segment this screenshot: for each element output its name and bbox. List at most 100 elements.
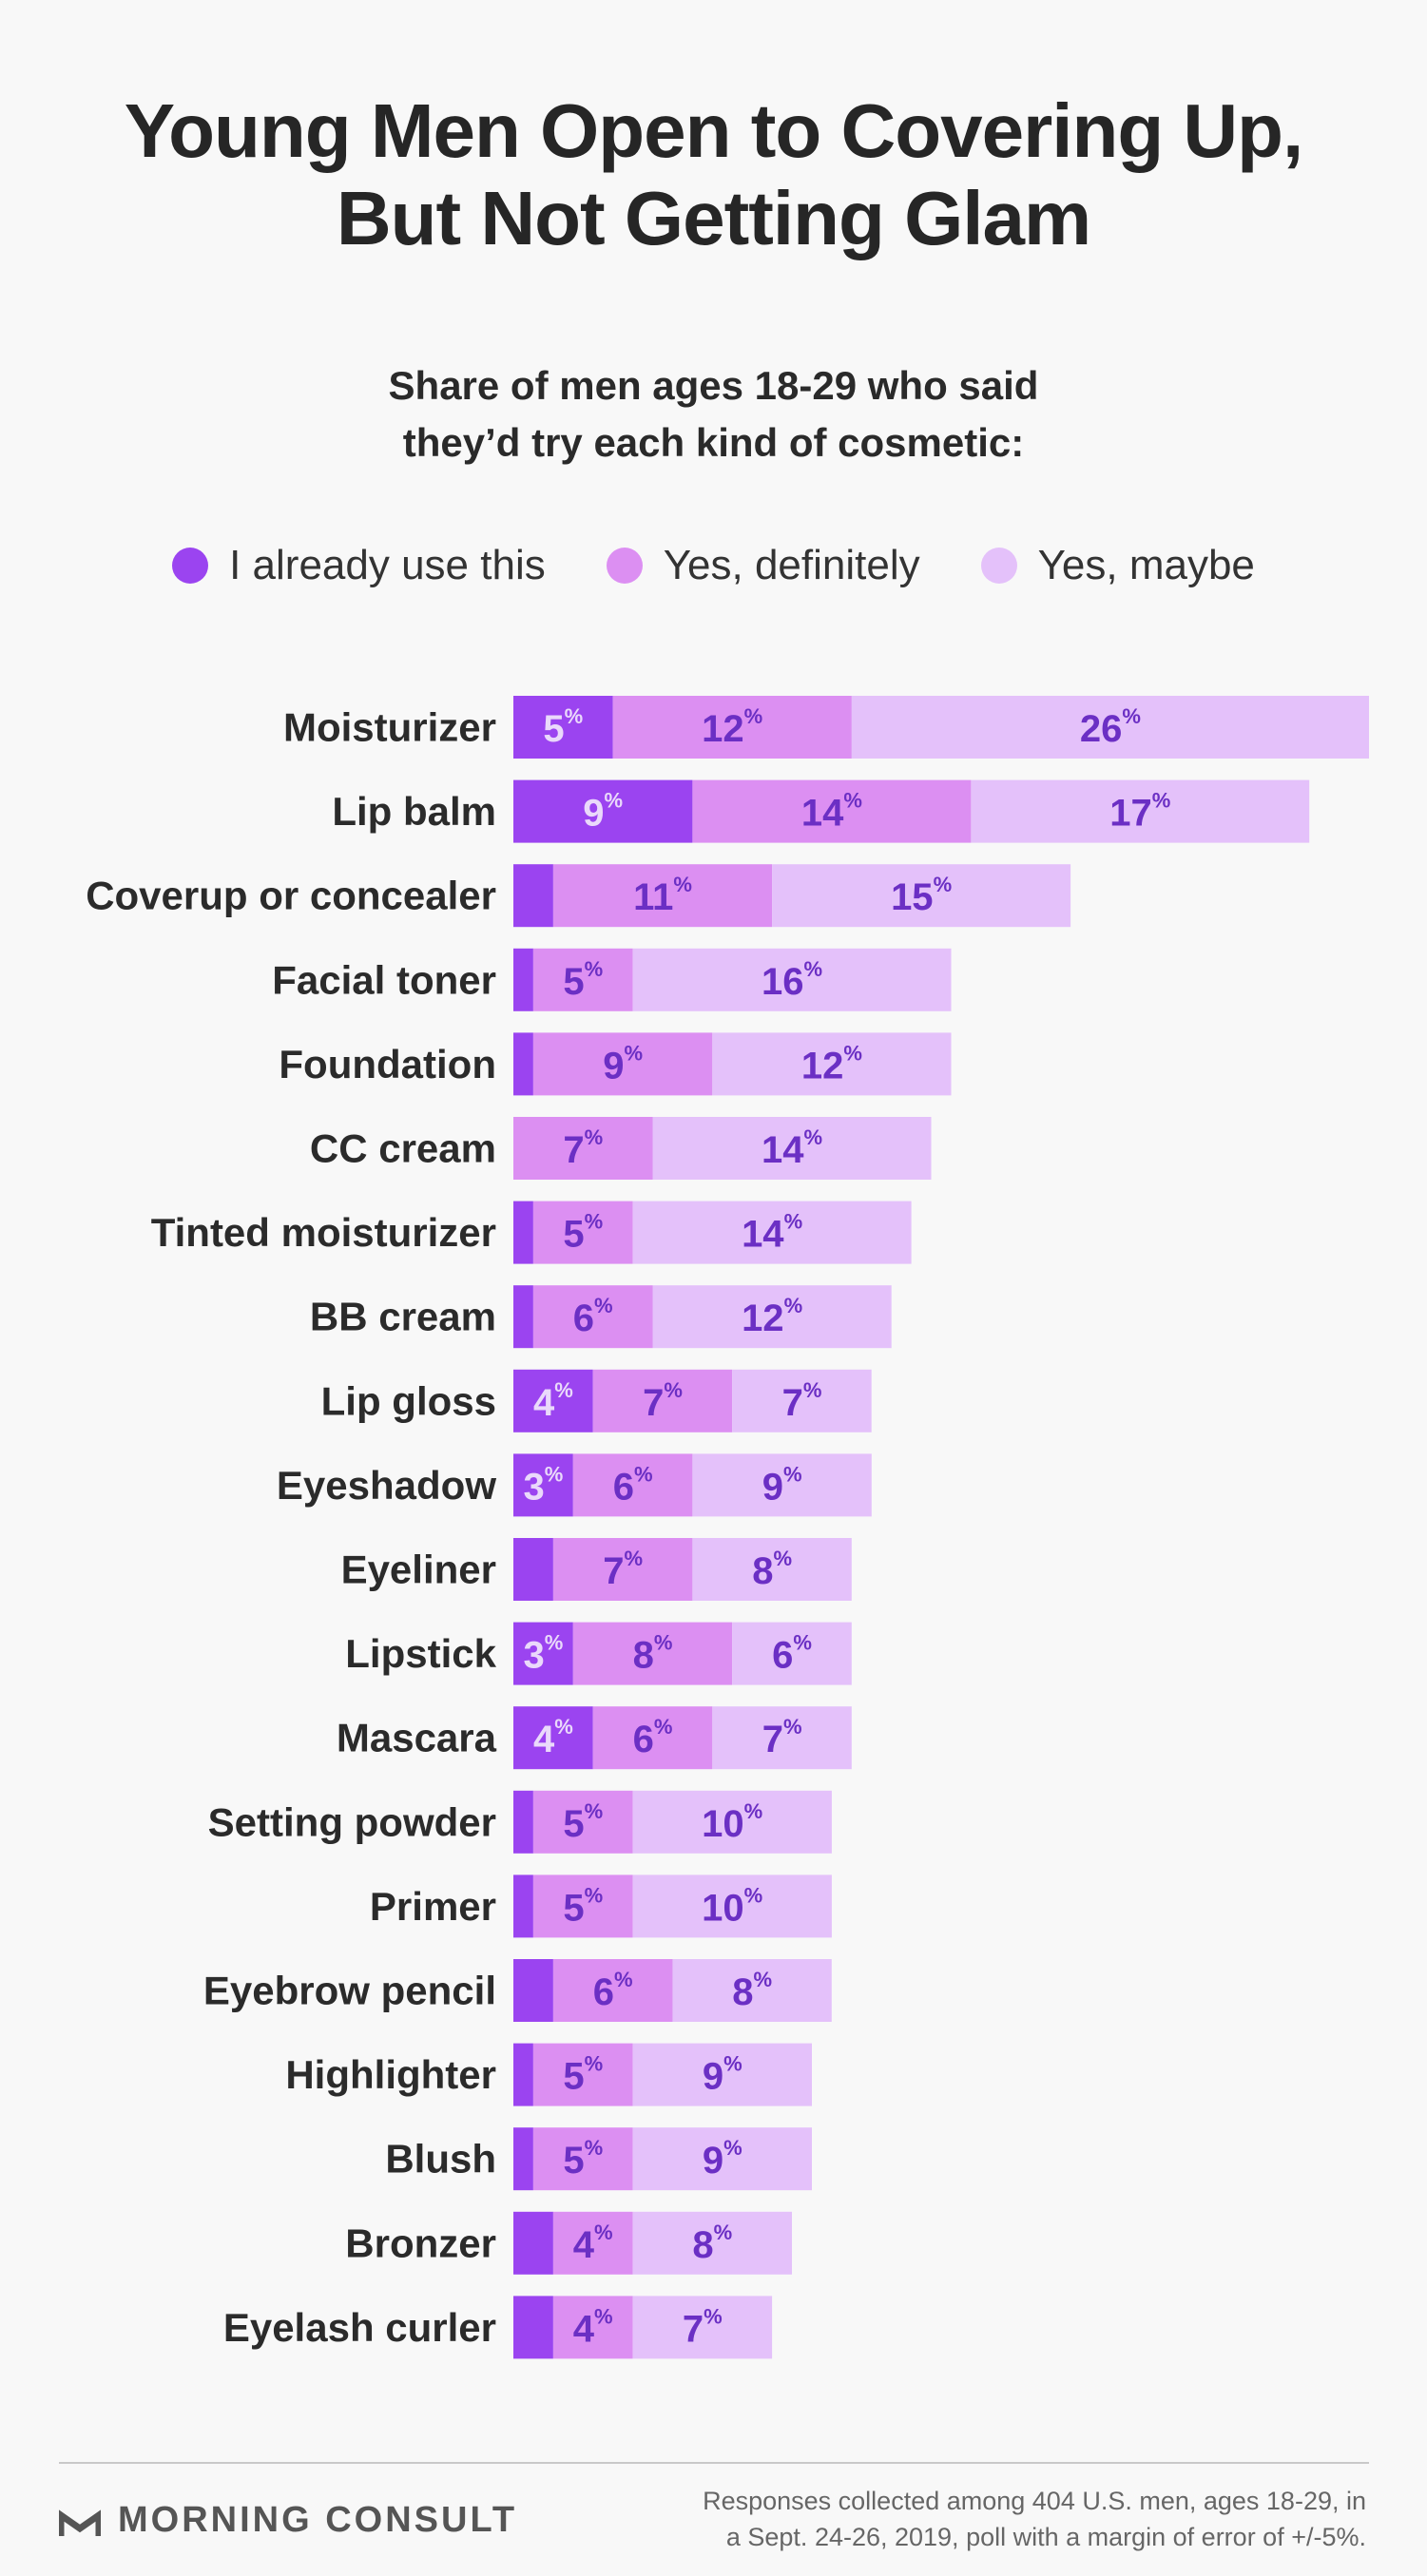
bar-segment-already (513, 1201, 533, 1264)
data-label: 7% (603, 1547, 643, 1593)
brand-name: MORNING CONSULT (118, 2500, 518, 2540)
data-label: 4% (573, 2304, 613, 2351)
bar-segment-definitely (592, 1706, 713, 1770)
bar-row: Tinted moisturizer 5% 14% (151, 1201, 912, 1264)
data-label: 17% (1109, 788, 1170, 835)
category-label: Highlighter (285, 2052, 496, 2097)
category-label: Bronzer (345, 2220, 496, 2265)
chart-subtitle-line-2: they’d try each kind of cosmetic: (402, 420, 1025, 465)
bar-row: Lip balm 9% 14% 17% (332, 779, 1310, 843)
bar-row: BB cream 6% 12% (310, 1285, 892, 1349)
bar-segment-already (513, 1874, 533, 1938)
data-label: 5% (543, 704, 583, 751)
morning-consult-logo-icon (59, 2509, 101, 2536)
bar-row: Bronzer 4% 8% (345, 2211, 792, 2275)
data-label: 15% (891, 873, 952, 919)
data-label: 14% (801, 788, 862, 835)
bar-segment-maybe (772, 864, 1071, 928)
category-label: Tinted moisturizer (151, 1210, 496, 1255)
data-label: 5% (563, 1209, 603, 1256)
bar-segment-definitely (552, 1538, 693, 1601)
data-label: 11% (633, 873, 692, 919)
bar-row: Eyeliner 7% 8% (341, 1538, 852, 1601)
bar-row: Eyebrow pencil 6% 8% (203, 1959, 832, 2022)
bar-segment-definitely (612, 696, 852, 759)
bar-segment-maybe (632, 2211, 792, 2275)
data-label: 8% (633, 1630, 673, 1677)
bar-segment-definitely (532, 1874, 633, 1938)
bar-segment-maybe (652, 1285, 892, 1349)
brand-logo: MORNING CONSULT (59, 2500, 517, 2541)
bar-row: Lip gloss 4% 7% 7% (321, 1369, 872, 1432)
bar-row: Foundation 9% 12% (279, 1032, 952, 1096)
bar-segment-already (513, 1706, 593, 1770)
bar-segment-maybe (692, 1538, 852, 1601)
data-label: 4% (533, 1377, 573, 1424)
data-label: 16% (762, 956, 822, 1003)
data-label: 6% (633, 1715, 673, 1761)
bar-segment-maybe (732, 1622, 852, 1685)
bar-row: Eyelash curler 4% 7% (223, 2296, 773, 2359)
data-label: 4% (573, 2220, 613, 2266)
bar-segment-already (513, 1369, 593, 1432)
bar-segment-maybe (632, 1201, 912, 1264)
data-label: 9% (703, 2136, 742, 2182)
bar-row: Lipstick 3% 8% 6% (345, 1622, 852, 1685)
data-label: 9% (583, 788, 623, 835)
data-label: 10% (702, 1883, 762, 1930)
data-label: 5% (563, 956, 603, 1003)
legend-swatch-already (172, 548, 209, 584)
category-label: Lip gloss (321, 1378, 496, 1423)
bar-segment-already (513, 1790, 533, 1854)
data-label: 7% (643, 1377, 683, 1424)
data-label: 7% (683, 2304, 723, 2351)
bar-segment-maybe (692, 1453, 872, 1517)
legend-label-already: I already use this (229, 542, 546, 588)
bar-segment-already (513, 1538, 553, 1601)
bar-segment-already (513, 1453, 573, 1517)
bar-row: Mascara 4% 6% 7% (337, 1706, 852, 1770)
legend-swatch-definitely (606, 548, 643, 584)
data-label: 6% (573, 1294, 613, 1340)
footer-divider (59, 2462, 1369, 2464)
legend-label-maybe: Yes, maybe (1037, 542, 1255, 588)
bar-segment-definitely (572, 1453, 693, 1517)
bar-segment-definitely (532, 1032, 713, 1096)
data-label: 9% (603, 1041, 643, 1087)
data-label: 7% (762, 1715, 802, 1761)
bar-row: Coverup or concealer 11% 15% (86, 864, 1071, 928)
bar-segment-already (513, 1285, 533, 1349)
category-label: Eyelash curler (223, 2305, 496, 2350)
data-label: 5% (563, 1883, 603, 1930)
category-label: CC cream (310, 1126, 496, 1171)
bar-segment-definitely (532, 1201, 633, 1264)
data-label: 6% (772, 1630, 812, 1677)
category-label: Lipstick (345, 1631, 496, 1676)
bar-segment-maybe (971, 779, 1310, 843)
category-label: Primer (370, 1884, 496, 1929)
data-label: 6% (613, 1462, 653, 1509)
data-label: 26% (1080, 704, 1141, 751)
category-label: Setting powder (208, 1799, 496, 1844)
bar-row: Setting powder 5% 10% (208, 1790, 832, 1854)
bar-row: Highlighter 5% 9% (285, 2043, 812, 2106)
bar-segment-already (513, 2043, 533, 2106)
bar-segment-maybe (851, 696, 1369, 759)
category-label: Facial toner (272, 957, 496, 1002)
bar-segment-definitely (572, 1622, 733, 1685)
bar-segment-already (513, 2127, 533, 2191)
methodology-note-line-2: a Sept. 24-26, 2019, poll with a margin … (725, 2523, 1366, 2551)
bar-segment-maybe (712, 1032, 952, 1096)
methodology-note: Responses collected among 404 U.S. men, … (644, 2483, 1366, 2555)
data-label: 9% (762, 1462, 802, 1509)
data-label: 5% (563, 2136, 603, 2182)
bar-segment-already (513, 2296, 553, 2359)
bar-segment-definitely (552, 864, 773, 928)
bar-segment-definitely (532, 2127, 633, 2191)
chart-subtitle-line-1: Share of men ages 18-29 who said (388, 363, 1039, 408)
category-label: Moisturizer (283, 705, 496, 750)
legend-item-definitely: Yes, definitely (606, 542, 920, 589)
bar-segment-maybe (632, 2296, 773, 2359)
data-label: 14% (762, 1125, 822, 1172)
chart-title-line-1: Young Men Open to Covering Up, (124, 88, 1304, 173)
